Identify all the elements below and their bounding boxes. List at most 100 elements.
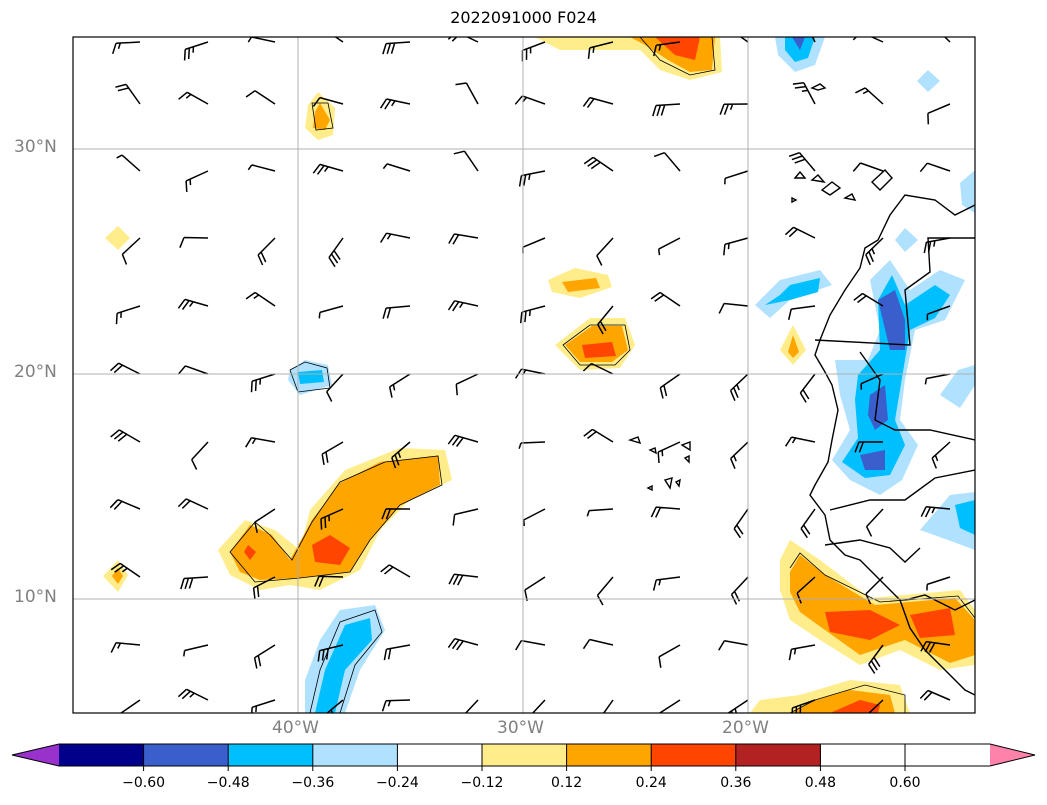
wind-barb [48,306,73,323]
wind-barb [381,233,410,242]
wind-barb [456,374,478,395]
colorbar-tick-label: −0.60 [122,775,165,791]
wind-barb [319,306,343,318]
wind-barb [583,98,613,108]
wind-barb [720,104,748,115]
wind-barb [587,509,613,516]
wind-barb [725,171,748,184]
colorbar-segment [397,744,482,766]
wind-barb [525,577,545,601]
cape-verde-islands [630,437,690,490]
wind-barb [654,577,680,591]
wind-barb [923,25,950,42]
wind-barb [192,442,208,470]
wind-barb [255,645,275,669]
colorbar-segment [567,744,652,766]
wind-barb [660,374,680,398]
lon-label-20w: 20°W [722,718,769,738]
wind-barb [181,577,208,589]
colorbar [12,744,1035,771]
wind-barb [732,577,748,604]
wind-barb [598,577,614,605]
neg-dot-33n [917,70,940,92]
wind-barb [654,153,680,171]
neg-20n-west-core [298,370,324,384]
lat-label-10n: 10°N [14,587,57,607]
lon-label-40w: 40°W [272,718,319,738]
colorbar-segment [228,744,313,766]
wind-barb [120,700,140,724]
colorbar-segment [59,744,144,766]
wind-barb [584,157,613,171]
wind-barb [734,509,748,538]
wind-barb [659,645,680,668]
colorbar-segment [651,744,736,766]
wind-barb [793,83,815,104]
wind-barb [867,509,883,536]
anomaly-dot-26n [105,226,130,250]
wind-barb [449,301,479,311]
wind-barb [246,293,275,307]
wind-barb [185,42,208,60]
canary-islands [792,170,892,202]
wind-barb [462,700,478,727]
wind-barb [786,437,815,446]
wind-barb [597,238,613,266]
colorbar-tick-label: −0.36 [291,775,334,791]
wind-barb [46,171,73,184]
wind-barb [322,442,343,465]
wind-barb [381,99,410,109]
wind-barb [927,577,950,590]
colorbar-segment [482,744,567,766]
wind-barb [180,238,208,248]
wind-barb [928,104,950,124]
wind-barb [789,153,815,171]
wind-barb [186,171,208,192]
wind-barb [523,238,545,253]
wind-barb [932,442,950,468]
colorbar-segment [313,744,398,766]
wind-barb [248,37,275,42]
wind-barb [113,42,140,54]
wind-barb [789,645,815,660]
map-plot-area [103,37,975,713]
wind-barb [252,374,276,392]
colorbar-tick-label: 0.60 [889,775,920,791]
wind-barb [584,429,613,442]
wind-barb [449,234,478,244]
lon-label-30w: 30°W [497,718,544,738]
wind-barb [246,91,275,104]
wind-barb [453,509,478,526]
neg-26n-right [895,228,918,252]
wind-barb [313,164,343,174]
wind-barb [115,84,140,104]
wind-barb [456,83,479,104]
wind-barb [448,639,478,650]
lat-label-30n: 30°N [14,137,57,157]
wind-barb [111,363,141,374]
wind-barb [43,34,73,44]
colorbar-tick-label: 0.48 [805,775,836,791]
wind-barb [516,641,545,650]
colorbar-tick-label: 0.12 [551,775,582,791]
neg-19n-edge [940,365,975,408]
wind-barb [584,640,614,649]
wind-barb [800,374,815,402]
wind-barb [390,374,410,398]
wind-barb [117,306,141,324]
colorbar-extend-low [12,744,59,766]
colorbar-tick-label: −0.12 [461,775,504,791]
wind-barb [925,374,950,384]
wind-barb [449,574,478,585]
wind-barb [55,577,73,598]
wind-barb [383,164,410,171]
colorbar-tick-label: 0.24 [636,775,667,791]
wind-barb [855,88,883,104]
colorbar-tick-label: −0.48 [207,775,250,791]
lat-label-20n: 20°N [14,362,57,382]
wind-barb [179,92,208,104]
wind-barb [44,504,74,515]
border-line-4 [825,540,920,562]
colorbar-segment [736,744,821,766]
wind-barb [724,238,748,255]
